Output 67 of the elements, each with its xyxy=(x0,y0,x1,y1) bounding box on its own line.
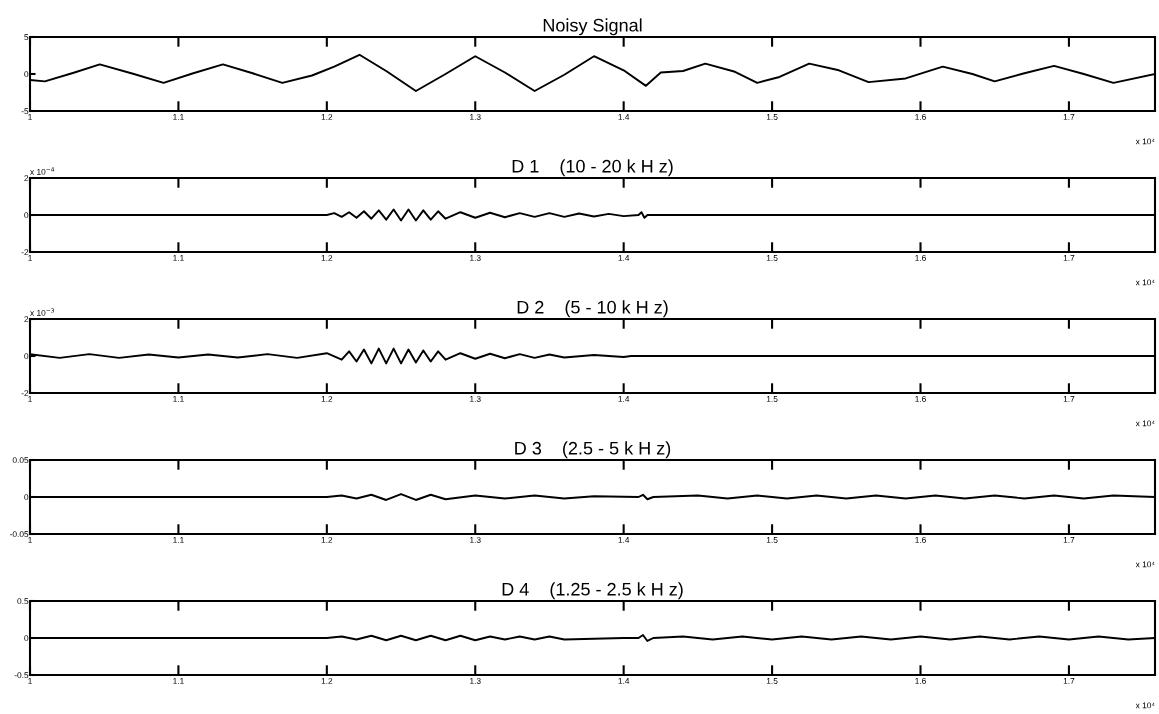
x-tick-label: 1.5 xyxy=(766,114,778,120)
x-tick-label: 1.6 xyxy=(915,114,926,120)
chart-title: D 1 (10 - 20 k H z) xyxy=(512,159,673,177)
x-tick-label: 1.5 xyxy=(766,255,778,261)
text: x 10$^{−4}$ xyxy=(30,167,55,175)
x-tick-label: 1 xyxy=(28,396,32,402)
x-tick-label: 1.1 xyxy=(173,114,184,120)
x-tick-label: 1.4 xyxy=(618,396,630,402)
x-tick-label: 1.7 xyxy=(1063,537,1075,543)
x-tick-label: 1.2 xyxy=(321,678,333,684)
x-tick-label: 1.4 xyxy=(618,255,630,261)
x-tick-label: 1.7 xyxy=(1063,678,1075,684)
x-tick-label: 1.3 xyxy=(470,114,481,120)
text: x 10$^{−3}$ xyxy=(30,308,54,316)
x-tick-label: 1.3 xyxy=(470,537,481,543)
x-tick-label: 1.1 xyxy=(173,537,184,543)
x-tick-label: 1.2 xyxy=(321,396,333,402)
x-tick-label: 1.6 xyxy=(915,678,926,684)
x-tick-label: 1.7 xyxy=(1063,255,1075,261)
text: x 10⁴ xyxy=(1135,561,1155,568)
x-tick-label: 1.7 xyxy=(1063,396,1075,402)
x-tick-label: 1.6 xyxy=(915,396,926,402)
x-tick-label: 1 xyxy=(28,537,32,543)
x-tick-label: 1.1 xyxy=(173,255,184,261)
x-tick-label: 1.7 xyxy=(1063,114,1075,120)
x-tick-label: 1.2 xyxy=(321,255,333,261)
text: x 10⁴ xyxy=(1135,138,1155,145)
x-tick-label: 1 xyxy=(28,255,32,261)
y-tick-label: 0 xyxy=(24,71,29,78)
y-tick-label: -0.5 xyxy=(14,672,29,679)
y-tick-label: -2 xyxy=(21,390,29,397)
x-tick-label: 1.4 xyxy=(618,537,630,543)
text: x 10⁴ xyxy=(1135,420,1155,427)
y-tick-label: -0.05 xyxy=(9,531,29,538)
x-tick-label: 1.2 xyxy=(321,114,333,120)
x-tick-label: 1 xyxy=(28,114,32,120)
y-tick-label: 2 xyxy=(24,175,29,182)
x-tick-label: 1.3 xyxy=(470,255,481,261)
x-tick-label: 1.5 xyxy=(766,537,778,543)
chart-title: Noisy Signal xyxy=(543,18,642,36)
y-tick-label: 0.5 xyxy=(17,598,29,605)
x-tick-label: 1.3 xyxy=(470,678,481,684)
y-tick-label: 0 xyxy=(24,212,29,219)
y-tick-label: 5 xyxy=(24,34,29,41)
chart-title: D 4 (1.25 - 2.5 k H z) xyxy=(502,582,683,600)
x-tick-label: 1.4 xyxy=(618,678,630,684)
y-tick-label: -5 xyxy=(21,108,29,115)
y-tick-label: 0.05 xyxy=(12,457,29,464)
x-tick-label: 1.1 xyxy=(173,678,184,684)
x-tick-label: 1.6 xyxy=(915,255,926,261)
x-tick-label: 1.5 xyxy=(766,678,778,684)
x-tick-label: 1.5 xyxy=(766,396,778,402)
y-tick-label: 0 xyxy=(24,494,29,501)
chart-title: D 2 (5 - 10 k H z) xyxy=(517,300,668,318)
x-tick-label: 1 xyxy=(28,678,32,684)
y-tick-label: -2 xyxy=(21,249,29,256)
y-tick-label: 0 xyxy=(24,635,29,642)
text: x 10⁴ xyxy=(1135,279,1155,286)
x-tick-label: 1.6 xyxy=(915,537,926,543)
x-tick-label: 1.1 xyxy=(173,396,184,402)
text: x 10⁴ xyxy=(1135,702,1155,709)
x-tick-label: 1.3 xyxy=(470,396,481,402)
x-tick-label: 1.4 xyxy=(618,114,630,120)
chart-title: D 3 (2.5 - 5 k H z) xyxy=(515,441,671,459)
x-tick-label: 1.2 xyxy=(321,537,333,543)
y-tick-label: 2 xyxy=(24,316,29,323)
y-tick-label: 0 xyxy=(24,353,29,360)
